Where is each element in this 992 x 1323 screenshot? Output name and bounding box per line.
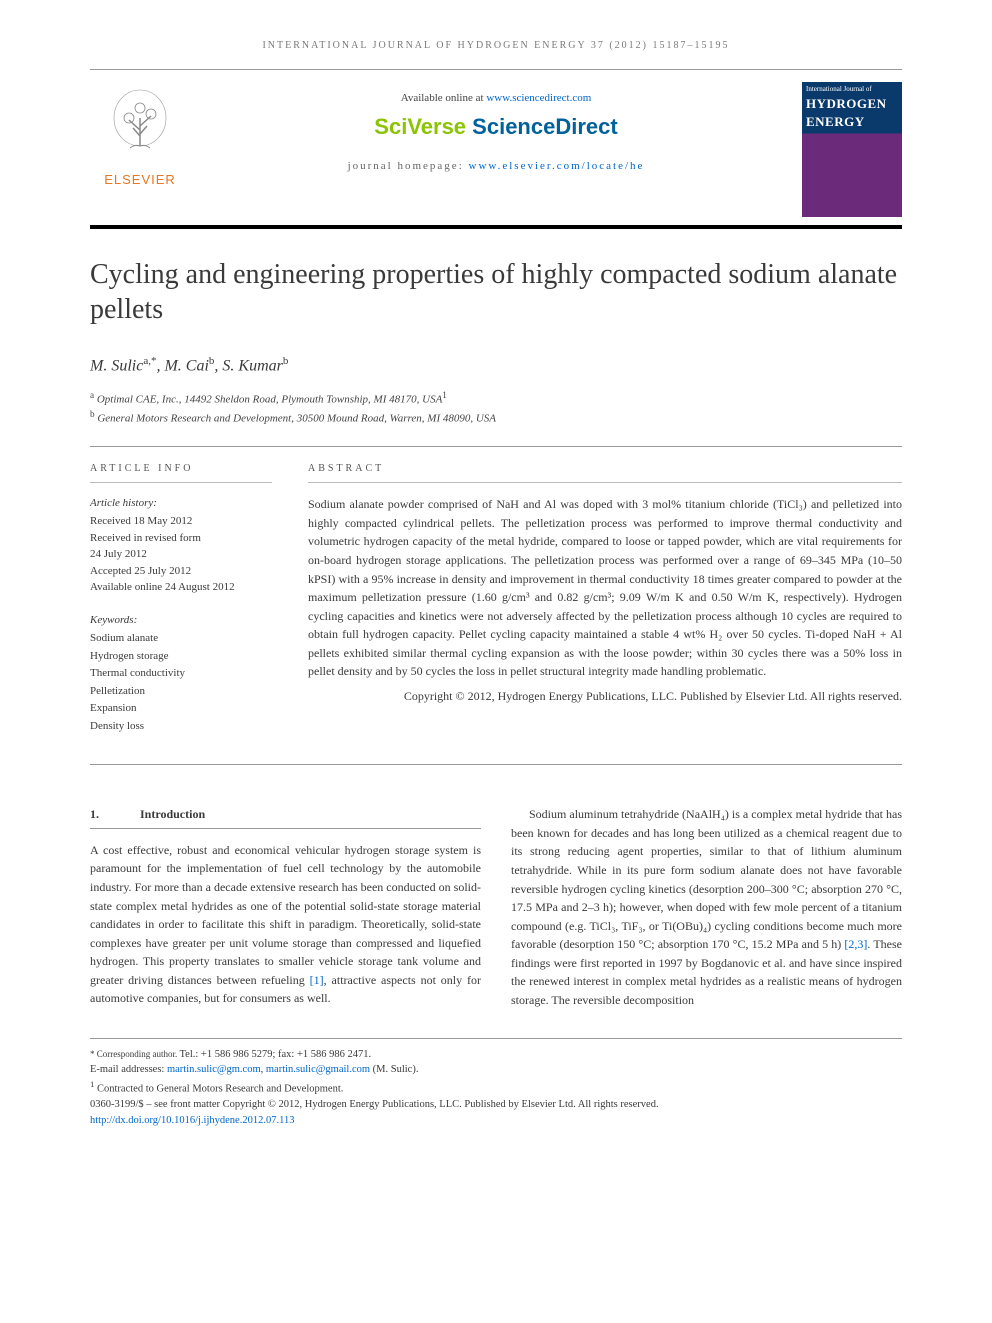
homepage-line: journal homepage: www.elsevier.com/locat… <box>200 160 792 172</box>
available-online-line: Available online at www.sciencedirect.co… <box>200 92 792 104</box>
accepted-date: Accepted 25 July 2012 <box>90 563 272 580</box>
affil-a-foot: 1 <box>442 390 447 400</box>
revised-line-2: 24 July 2012 <box>90 546 272 563</box>
sciverse-word: SciVerse <box>374 114 472 139</box>
affiliations: a Optimal CAE, Inc., 14492 Sheldon Road,… <box>90 389 902 427</box>
abstract-text: Sodium alanate powder comprised of NaH a… <box>308 495 902 681</box>
homepage-link[interactable]: www.elsevier.com/locate/he <box>469 160 645 172</box>
intro-p2-a: Sodium aluminum tetrahydride (NaAlH₄) is… <box>511 807 902 951</box>
email-tail: (M. Sulic). <box>370 1064 418 1075</box>
email-label: E-mail addresses: <box>90 1064 167 1075</box>
doi-link[interactable]: http://dx.doi.org/10.1016/j.ijhydene.201… <box>90 1115 294 1126</box>
author-2: , M. Cai <box>156 357 208 374</box>
email-link-2[interactable]: martin.sulic@gmail.com <box>266 1064 370 1075</box>
affil-b-text: General Motors Research and Development,… <box>95 413 496 425</box>
body-column-right: Sodium aluminum tetrahydride (NaAlH₄) is… <box>511 805 902 1010</box>
keyword-3: Pelletization <box>90 683 272 700</box>
sciencedirect-link[interactable]: www.sciencedirect.com <box>486 92 591 104</box>
intro-para-1: A cost effective, robust and economical … <box>90 841 481 1008</box>
affil-a-text: Optimal CAE, Inc., 14492 Sheldon Road, P… <box>94 394 442 406</box>
sciverse-logo: SciVerse ScienceDirect <box>200 114 792 140</box>
cover-subtitle: International Journal of <box>806 86 898 94</box>
keyword-1: Hydrogen storage <box>90 648 272 665</box>
author-1-sup: a,* <box>143 355 156 367</box>
body-column-left: 1.Introduction A cost effective, robust … <box>90 805 481 1010</box>
history-label: Article history: <box>90 495 272 512</box>
intro-p1-a: A cost effective, robust and economical … <box>90 843 481 987</box>
available-prefix: Available online at <box>401 92 487 104</box>
email-link-1[interactable]: martin.sulic@gm.com <box>167 1064 261 1075</box>
received-date: Received 18 May 2012 <box>90 513 272 530</box>
author-3: , S. Kumar <box>214 357 282 374</box>
footnote-1-text: Contracted to General Motors Research an… <box>94 1084 343 1095</box>
journal-cover-thumbnail: International Journal of HYDROGEN ENERGY <box>802 82 902 217</box>
abstract-column: ABSTRACT Sodium alanate powder comprised… <box>290 447 902 765</box>
section-1-num: 1. <box>90 805 140 824</box>
affiliation-b: b General Motors Research and Developmen… <box>90 408 902 427</box>
running-head: INTERNATIONAL JOURNAL OF HYDROGEN ENERGY… <box>90 40 902 51</box>
online-date: Available online 24 August 2012 <box>90 579 272 596</box>
affiliation-a: a Optimal CAE, Inc., 14492 Sheldon Road,… <box>90 389 902 408</box>
homepage-prefix: journal homepage: <box>348 160 469 172</box>
article-title: Cycling and engineering properties of hi… <box>90 257 902 327</box>
intro-para-2: Sodium aluminum tetrahydride (NaAlH₄) is… <box>511 805 902 1010</box>
footer-block: * Corresponding author. Tel.: +1 586 986… <box>90 1038 902 1129</box>
corr-tel: Tel.: +1 586 986 5279; fax: +1 586 986 2… <box>180 1049 372 1060</box>
sciencedirect-word: ScienceDirect <box>472 114 618 139</box>
author-3-sup: b <box>283 355 289 367</box>
email-line: E-mail addresses: martin.sulic@gm.com, m… <box>90 1062 902 1078</box>
issn-copyright-line: 0360-3199/$ – see front matter Copyright… <box>90 1097 902 1113</box>
journal-header: ELSEVIER International Journal of HYDROG… <box>90 69 902 229</box>
ref-link-2-3[interactable]: [2,3] <box>844 937 867 951</box>
authors-line: M. Sulica,*, M. Caib, S. Kumarb <box>90 355 902 375</box>
elsevier-tree-icon <box>105 88 175 168</box>
elsevier-logo: ELSEVIER <box>90 88 190 187</box>
elsevier-name: ELSEVIER <box>90 172 190 187</box>
author-1: M. Sulic <box>90 357 143 374</box>
keywords-label: Keywords: <box>90 612 272 629</box>
keyword-0: Sodium alanate <box>90 630 272 647</box>
ref-link-1[interactable]: [1] <box>310 973 324 987</box>
article-info-heading: ARTICLE INFO <box>90 461 272 483</box>
revised-line-1: Received in revised form <box>90 530 272 547</box>
cover-title-1: HYDROGEN <box>806 96 898 112</box>
section-1-heading: 1.Introduction <box>90 805 481 829</box>
article-info-column: ARTICLE INFO Article history: Received 1… <box>90 447 290 765</box>
article-history-block: Article history: Received 18 May 2012 Re… <box>90 495 272 596</box>
keyword-4: Expansion <box>90 700 272 717</box>
corresponding-author-line: * Corresponding author. Tel.: +1 586 986… <box>90 1047 902 1063</box>
section-1-title: Introduction <box>140 807 205 821</box>
keyword-2: Thermal conductivity <box>90 665 272 682</box>
keyword-5: Density loss <box>90 718 272 735</box>
abstract-copyright: Copyright © 2012, Hydrogen Energy Public… <box>308 687 902 706</box>
footnote-1: 1 Contracted to General Motors Research … <box>90 1078 902 1097</box>
body-two-column: 1.Introduction A cost effective, robust … <box>90 805 902 1010</box>
corr-marker: * Corresponding author. <box>90 1049 180 1059</box>
abstract-heading: ABSTRACT <box>308 461 902 484</box>
keywords-block: Keywords: Sodium alanate Hydrogen storag… <box>90 612 272 735</box>
cover-title-2: ENERGY <box>806 114 898 130</box>
